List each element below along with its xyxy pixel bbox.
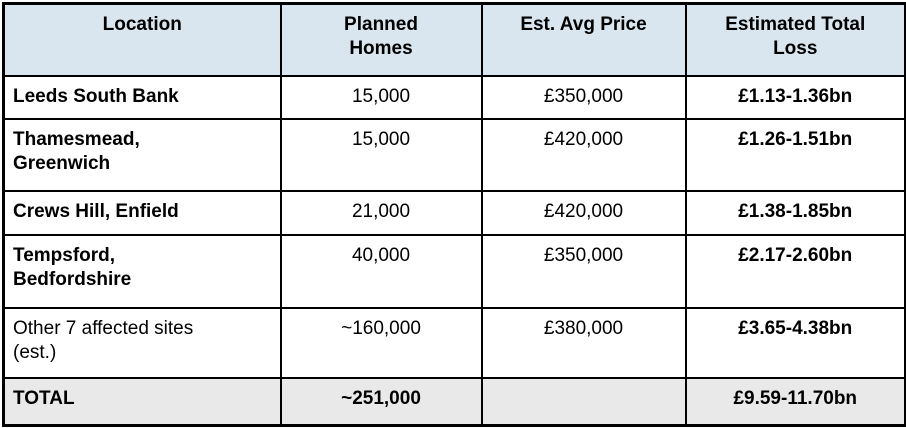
table-row: Crews Hill, Enfield 21,000 £420,000 £1.3… xyxy=(2,189,906,236)
avg-price-cell: £380,000 xyxy=(480,306,687,379)
header-location: Location xyxy=(2,2,282,77)
total-homes-cell: ~251,000 xyxy=(279,376,483,427)
planned-homes-cell: 15,000 xyxy=(279,74,483,120)
total-label-cell: TOTAL xyxy=(2,376,282,427)
total-loss-cell: £1.38-1.85bn xyxy=(684,189,906,236)
table-header-row: Location Planned Homes Est. Avg Price Es… xyxy=(2,2,906,77)
total-loss-cell: £1.13-1.36bn xyxy=(684,74,906,120)
planned-homes-cell: 40,000 xyxy=(279,233,483,309)
table-row: Other 7 affected sites (est.) ~160,000 £… xyxy=(2,306,906,379)
table-row: Thamesmead, Greenwich 15,000 £420,000 £1… xyxy=(2,117,906,192)
header-planned-homes: Planned Homes xyxy=(279,2,483,77)
location-cell: Crews Hill, Enfield xyxy=(2,189,282,236)
avg-price-cell: £350,000 xyxy=(480,74,687,120)
avg-price-cell: £350,000 xyxy=(480,233,687,309)
location-cell: Leeds South Bank xyxy=(2,74,282,120)
avg-price-cell: £420,000 xyxy=(480,189,687,236)
location-cell: Thamesmead, Greenwich xyxy=(2,117,282,192)
table-total-row: TOTAL ~251,000 £9.59-11.70bn xyxy=(2,376,906,427)
total-loss-cell: £3.65-4.38bn xyxy=(684,306,906,379)
location-cell: Other 7 affected sites (est.) xyxy=(2,306,282,379)
table-row: Tempsford, Bedfordshire 40,000 £350,000 … xyxy=(2,233,906,309)
header-est-avg-price: Est. Avg Price xyxy=(480,2,687,77)
total-price-cell xyxy=(480,376,687,427)
header-estimated-total-loss: Estimated Total Loss xyxy=(684,2,906,77)
total-loss-sum-cell: £9.59-11.70bn xyxy=(684,376,906,427)
total-loss-cell: £1.26-1.51bn xyxy=(684,117,906,192)
planned-homes-cell: 15,000 xyxy=(279,117,483,192)
avg-price-cell: £420,000 xyxy=(480,117,687,192)
table-row: Leeds South Bank 15,000 £350,000 £1.13-1… xyxy=(2,74,906,120)
location-cell: Tempsford, Bedfordshire xyxy=(2,233,282,309)
planned-homes-cell: ~160,000 xyxy=(279,306,483,379)
planned-homes-cell: 21,000 xyxy=(279,189,483,236)
total-loss-cell: £2.17-2.60bn xyxy=(684,233,906,309)
